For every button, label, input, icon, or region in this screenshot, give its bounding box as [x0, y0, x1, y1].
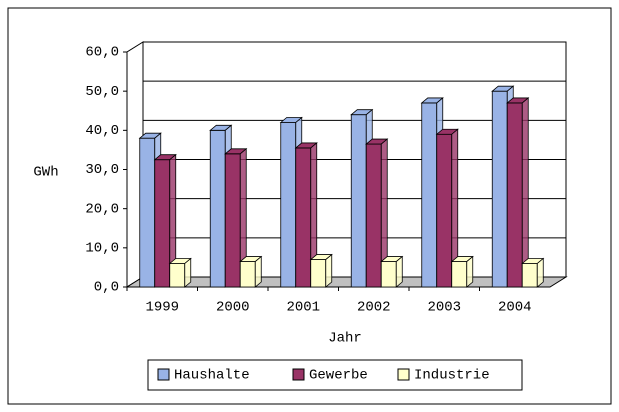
x-tick-label: 2000 [216, 300, 250, 316]
bar [421, 102, 438, 288]
legend-label: Haushalte [174, 368, 250, 384]
x-tick-label: 2003 [427, 300, 461, 316]
legend-label: Gewerbe [309, 368, 368, 384]
bar-side [466, 255, 474, 288]
y-tick-label: 30,0 [85, 162, 119, 178]
bar [365, 143, 382, 288]
legend-swatch [292, 368, 305, 381]
bar-side [536, 257, 544, 288]
legend-swatch [157, 368, 170, 381]
y-tick-label: 0,0 [94, 280, 119, 296]
bar [139, 137, 156, 288]
bar-side [184, 257, 192, 288]
y-tick-label: 10,0 [85, 241, 119, 257]
bar [239, 261, 256, 288]
bar [521, 263, 538, 288]
bar-side [521, 97, 529, 288]
bar [154, 159, 171, 288]
x-tick-label: 1999 [145, 300, 179, 316]
x-tick-label: 2002 [357, 300, 391, 316]
bar [436, 133, 453, 288]
bar [295, 147, 312, 288]
y-tick-label: 60,0 [85, 45, 119, 61]
bar [506, 102, 523, 288]
bar [209, 129, 226, 288]
bar [280, 122, 297, 288]
legend-label: Industrie [414, 368, 490, 384]
bar-side [395, 255, 403, 288]
bar [451, 261, 468, 288]
bar [169, 263, 186, 288]
x-axis-label: Jahr [328, 331, 362, 347]
legend-swatch [397, 368, 410, 381]
x-tick-label: 2001 [286, 300, 320, 316]
y-axis-label: GWh [33, 165, 58, 181]
bar [310, 259, 327, 288]
bar [224, 153, 241, 288]
bar [350, 114, 367, 288]
bar-side [254, 255, 262, 288]
y-tick-label: 20,0 [85, 201, 119, 217]
x-tick-label: 2004 [498, 300, 532, 316]
bar [380, 261, 397, 288]
y-tick-label: 40,0 [85, 123, 119, 139]
bar-side [325, 253, 333, 288]
bar [491, 90, 508, 288]
y-tick-label: 50,0 [85, 84, 119, 100]
legend [147, 359, 523, 391]
